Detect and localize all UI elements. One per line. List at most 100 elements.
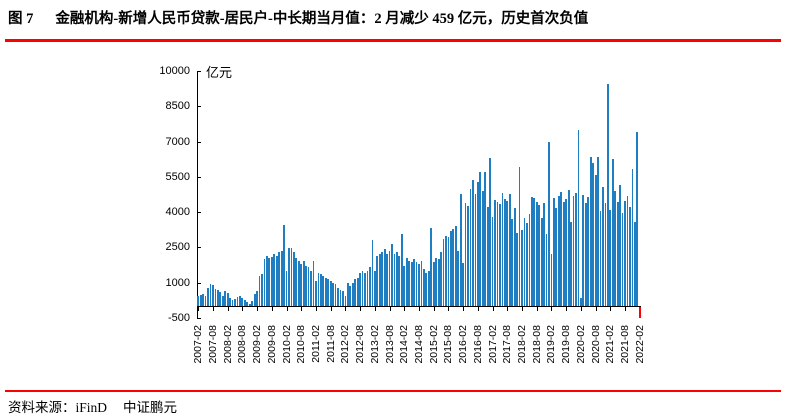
bar [246,302,249,307]
bar [212,285,214,307]
x-tick-label: 2010-02 [280,325,293,364]
bar [219,292,222,307]
x-tick-label: 2013-02 [368,325,381,364]
x-tick-label: 2012-08 [354,325,367,364]
bar [214,289,217,307]
bar [327,279,330,307]
x-tick-label: 2019-02 [545,325,558,364]
bar [346,282,349,307]
x-tick-label: 2014-02 [398,325,411,364]
bar [457,250,460,307]
source-label: 资料来源：iFinD [8,400,108,415]
bar [481,191,484,307]
x-tick-label: 2020-02 [574,325,587,364]
bar [560,191,563,307]
x-tick-label: 2011-02 [309,325,322,363]
bar [310,270,312,307]
x-tick-mark [389,306,391,312]
bar [256,291,258,307]
bar [486,206,489,307]
bar [383,249,386,307]
x-tick-label: 2020-08 [589,325,602,364]
x-tick-label: 2007-02 [192,325,205,364]
bar [376,255,379,307]
bar [253,294,256,307]
bar [354,279,357,307]
bar [329,281,332,307]
bar [418,264,420,307]
bar [408,260,411,307]
bar [545,233,548,307]
x-tick-label: 2022-02 [633,325,646,364]
x-tick-label: 2015-02 [427,325,440,364]
bar [221,296,224,307]
source-org: 中证鹏元 [123,400,178,415]
y-tick-mark [197,141,201,143]
bar [263,259,266,307]
bar [489,158,492,307]
x-tick-mark [551,306,553,312]
bar [454,225,457,307]
x-tick-label: 2018-02 [516,325,529,364]
bar [562,202,565,307]
x-tick-label: 2008-02 [221,325,234,364]
x-tick-label: 2014-08 [413,325,425,364]
x-tick-mark [536,306,538,312]
bar [423,269,425,307]
x-tick-mark [271,306,273,312]
figure-title: 图 7 金融机构-新增人民币贷款-居民户-中长期当月值：2 月减少 459 亿元，… [8,7,588,28]
x-tick-label: 2009-08 [265,325,278,364]
y-tick-label: 8500 [165,100,190,113]
bar [589,156,592,307]
bar [248,303,251,307]
y-tick-label: 4000 [165,206,190,219]
y-tick-mark [197,106,201,108]
x-tick-mark [404,306,406,312]
bar [523,217,526,307]
x-tick-mark [522,306,524,312]
bar [425,272,428,307]
y-tick-mark [197,318,201,319]
figure-title-text: 金融机构-新增人民币贷款-居民户-中长期当月值：2 月减少 459 亿元，历史首… [55,11,589,27]
bar [526,222,528,307]
bar [396,252,398,307]
x-tick-label: 2015-08 [442,325,455,364]
bar [472,180,474,307]
bar [621,212,624,307]
bar [528,214,531,307]
x-tick-mark [374,306,376,312]
y-axis-unit-label: 亿元 [206,65,233,80]
bar [572,195,575,307]
bar [553,197,555,307]
x-tick-label: 2017-08 [501,325,514,364]
bar [599,210,602,307]
bar [521,230,523,307]
source-line: 资料来源：iFinD 中证鹏元 [8,396,177,416]
bar [440,252,442,307]
bar [437,259,440,307]
bar [295,257,298,307]
bar [239,296,241,307]
bar [518,167,521,307]
bar [464,202,467,307]
bar [369,267,371,307]
bar [607,83,609,307]
bar [258,275,261,307]
bar [550,253,553,307]
bar [339,289,342,307]
bar [305,265,308,307]
figure-number: 图 7 [8,11,34,27]
bar [359,272,361,307]
bar [388,250,391,307]
bar [315,281,317,307]
bar [629,206,631,307]
bar [381,252,384,307]
bar [398,255,401,307]
x-tick-mark [286,306,288,312]
bar [577,130,580,307]
bar [636,131,639,307]
x-tick-mark [242,306,244,312]
bar [302,260,305,307]
bar [344,296,347,307]
x-tick-label: 2019-08 [560,325,573,364]
